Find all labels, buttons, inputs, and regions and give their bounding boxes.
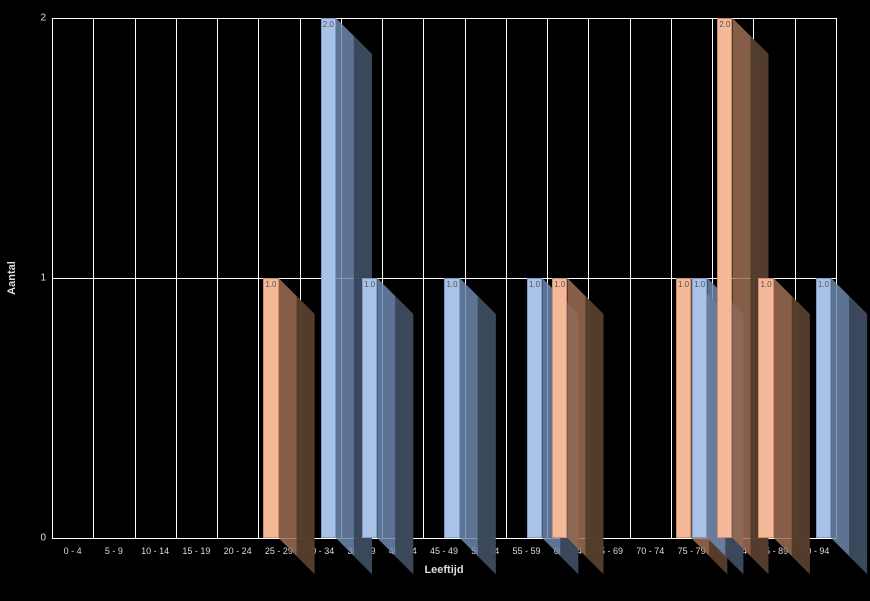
bar-value-label: 1.0	[818, 280, 829, 289]
bar	[816, 278, 831, 538]
bar-shadow	[0, 0, 870, 601]
chart-canvas: Leeftijd Aantal 0120 - 45 - 910 - 1415 -…	[0, 0, 870, 601]
